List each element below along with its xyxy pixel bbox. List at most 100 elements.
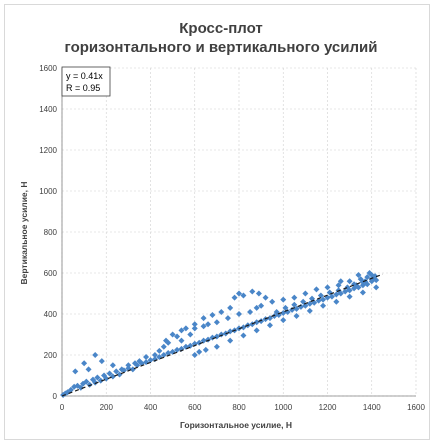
data-point-50 [253,319,260,326]
data-point-13 [97,377,104,384]
data-point-74 [359,282,366,289]
data-point-81 [109,362,116,369]
data-point-59 [293,305,300,312]
data-point-51 [258,318,265,325]
data-point-133 [255,290,262,297]
data-point-95 [247,308,254,315]
data-point-79 [81,360,88,367]
y-tick-label-8: 1600 [39,64,57,73]
data-point-136 [218,308,225,315]
data-point-8 [83,378,90,385]
x-tick-label-4: 800 [232,403,246,412]
data-point-70 [342,288,349,295]
data-point-6 [77,384,84,391]
x-tick-label-0: 0 [60,403,65,412]
data-point-93 [224,315,231,322]
data-point-67 [328,293,335,300]
data-point-91 [205,321,212,328]
tick-labels: 0 200 400 600 800 1000 1200 1400 1600 0 200 400 600 8… [39,64,425,412]
data-point-131 [249,288,256,295]
data-point-61 [302,302,309,309]
data-point-3 [67,386,74,393]
y-tick-label-2: 400 [44,310,58,319]
data-point-140 [187,331,194,338]
data-point-90 [200,323,207,330]
data-point-165 [337,278,344,285]
data-point-124 [333,298,340,305]
data-point-99 [280,296,287,303]
data-point-103 [324,284,331,291]
x-tick-label-5: 1000 [274,403,292,412]
data-point-114 [202,346,209,353]
y-tick-label-0: 0 [53,392,58,401]
x-tick-label-7: 1400 [363,403,381,412]
data-point-88 [165,339,172,346]
data-point-68 [333,291,340,298]
data-point-84 [169,331,176,338]
data-point-112 [191,352,198,358]
annotation-box: y = 0.41x R = 0.95 [61,66,111,97]
data-point-85 [174,333,181,340]
data-point-97 [258,302,265,309]
data-point-163 [366,270,373,276]
data-point-142 [156,347,163,354]
data-point-148 [125,362,132,369]
data-point-132 [262,294,269,301]
data-point-65 [320,296,327,303]
data-point-164 [355,272,362,279]
y-tick-label-1: 200 [44,351,58,360]
data-point-94 [236,311,242,317]
y-tick-label-6: 1200 [39,146,57,155]
data-point-107 [364,274,371,281]
data-point-17 [109,373,116,380]
data-point-92 [213,319,220,326]
data-point-144 [151,352,158,358]
data-point-64 [315,297,322,304]
data-point-98 [269,298,276,305]
data-point-11 [92,379,99,386]
data-point-152 [291,301,298,308]
y-tick-label-7: 1400 [39,105,57,114]
data-point-96 [253,304,260,311]
data-point-104 [335,282,342,289]
data-point-134 [200,315,207,322]
x-axis-title: Горизонтальное усилие, Н [180,420,292,430]
data-point-80 [98,358,105,365]
data-point-116 [227,337,234,344]
x-tick-label-2: 400 [144,403,158,412]
data-point-83 [85,366,92,373]
data-point-141 [178,337,185,344]
data-point-149 [118,366,125,373]
data-point-139 [191,321,198,328]
data-point-119 [266,322,273,329]
data-point-62 [306,300,313,307]
data-point-143 [160,343,167,350]
data-point-158 [344,284,351,291]
y-tick-label-4: 800 [44,228,58,237]
data-point-101 [302,290,309,297]
data-point-47 [240,324,247,331]
data-point-146 [136,358,143,365]
x-tick-label-6: 1200 [319,403,337,412]
x-tick-label-3: 600 [188,403,202,412]
data-point-120 [280,317,287,324]
annotation-r-value: R = 0.95 [66,83,100,93]
data-point-130 [236,290,242,297]
grid-layer [61,67,417,397]
data-point-86 [178,327,185,334]
data-point-137 [227,304,234,311]
data-point-82 [72,368,79,375]
data-point-155 [317,292,324,299]
data-point-125 [346,293,353,300]
data-point-32 [174,346,181,353]
data-point-117 [240,332,247,339]
chart-title-line-2: горизонтального и вертикального усилий [65,39,378,56]
data-point-123 [320,302,327,309]
data-point-37 [196,339,203,346]
data-point-16 [106,370,113,377]
data-point-147 [132,360,139,367]
data-point-129 [240,292,247,299]
data-point-121 [293,313,300,320]
data-point-89 [191,325,198,332]
